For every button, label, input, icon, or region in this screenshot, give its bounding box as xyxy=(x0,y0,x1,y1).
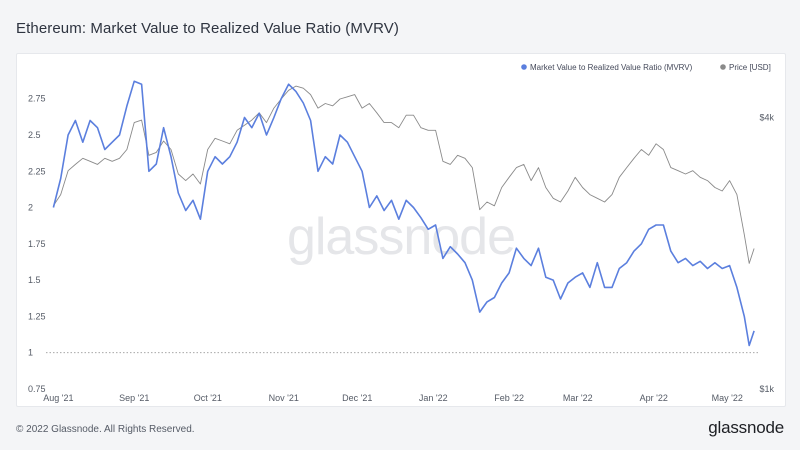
x-axis: Aug '21 Sep '21 Oct '21 Nov '21 Dec '21 Jan '… xyxy=(43,393,743,403)
x-tick-label: Aug '21 xyxy=(43,393,73,403)
x-tick-label: Feb '22 xyxy=(494,393,524,403)
y-left-tick: 1.25 xyxy=(28,311,46,321)
legend-swatch-price xyxy=(720,64,726,70)
chart-card: glassnode Market Value to Realized Value… xyxy=(16,53,786,407)
x-tick-label: Sep '21 xyxy=(119,393,149,403)
x-tick-label: May '22 xyxy=(712,393,743,403)
y-left-tick: 2.25 xyxy=(28,166,46,176)
legend-label-price: Price [USD] xyxy=(729,63,771,72)
y-right-tick: $4k xyxy=(759,113,774,123)
legend-swatch-mvrv xyxy=(521,64,527,70)
x-tick-label: Jan '22 xyxy=(419,393,448,403)
y-left-tick: 1 xyxy=(28,348,33,358)
x-tick-label: Dec '21 xyxy=(342,393,372,403)
watermark: glassnode xyxy=(287,208,515,266)
legend-label-mvrv: Market Value to Realized Value Ratio (MV… xyxy=(530,63,693,72)
x-tick-label: Oct '21 xyxy=(194,393,222,403)
x-tick-label: Apr '22 xyxy=(640,393,668,403)
left-axis: 0.75 1 1.25 1.5 1.75 2 2.25 2.5 2.75 xyxy=(28,94,46,394)
y-right-tick: $1k xyxy=(759,384,774,394)
chart-legend[interactable]: Market Value to Realized Value Ratio (MV… xyxy=(521,63,771,72)
price-series-line[interactable] xyxy=(53,85,755,264)
y-left-tick: 1.75 xyxy=(28,239,46,249)
copyright-text: © 2022 Glassnode. All Rights Reserved. xyxy=(16,424,195,435)
right-axis: $1k $4k xyxy=(759,113,774,394)
glassnode-logo[interactable]: glassnode xyxy=(708,418,784,437)
y-left-tick: 0.75 xyxy=(28,384,46,394)
y-left-tick: 2 xyxy=(28,203,33,213)
y-left-tick: 2.5 xyxy=(28,130,41,140)
y-left-tick: 1.5 xyxy=(28,275,41,285)
x-tick-label: Nov '21 xyxy=(269,393,299,403)
y-left-tick: 2.75 xyxy=(28,94,46,104)
x-tick-label: Mar '22 xyxy=(563,393,593,403)
chart-svg: glassnode Market Value to Realized Value… xyxy=(28,63,774,403)
mvrv-series-line[interactable] xyxy=(52,80,755,347)
chart-title: Ethereum: Market Value to Realized Value… xyxy=(16,20,399,37)
